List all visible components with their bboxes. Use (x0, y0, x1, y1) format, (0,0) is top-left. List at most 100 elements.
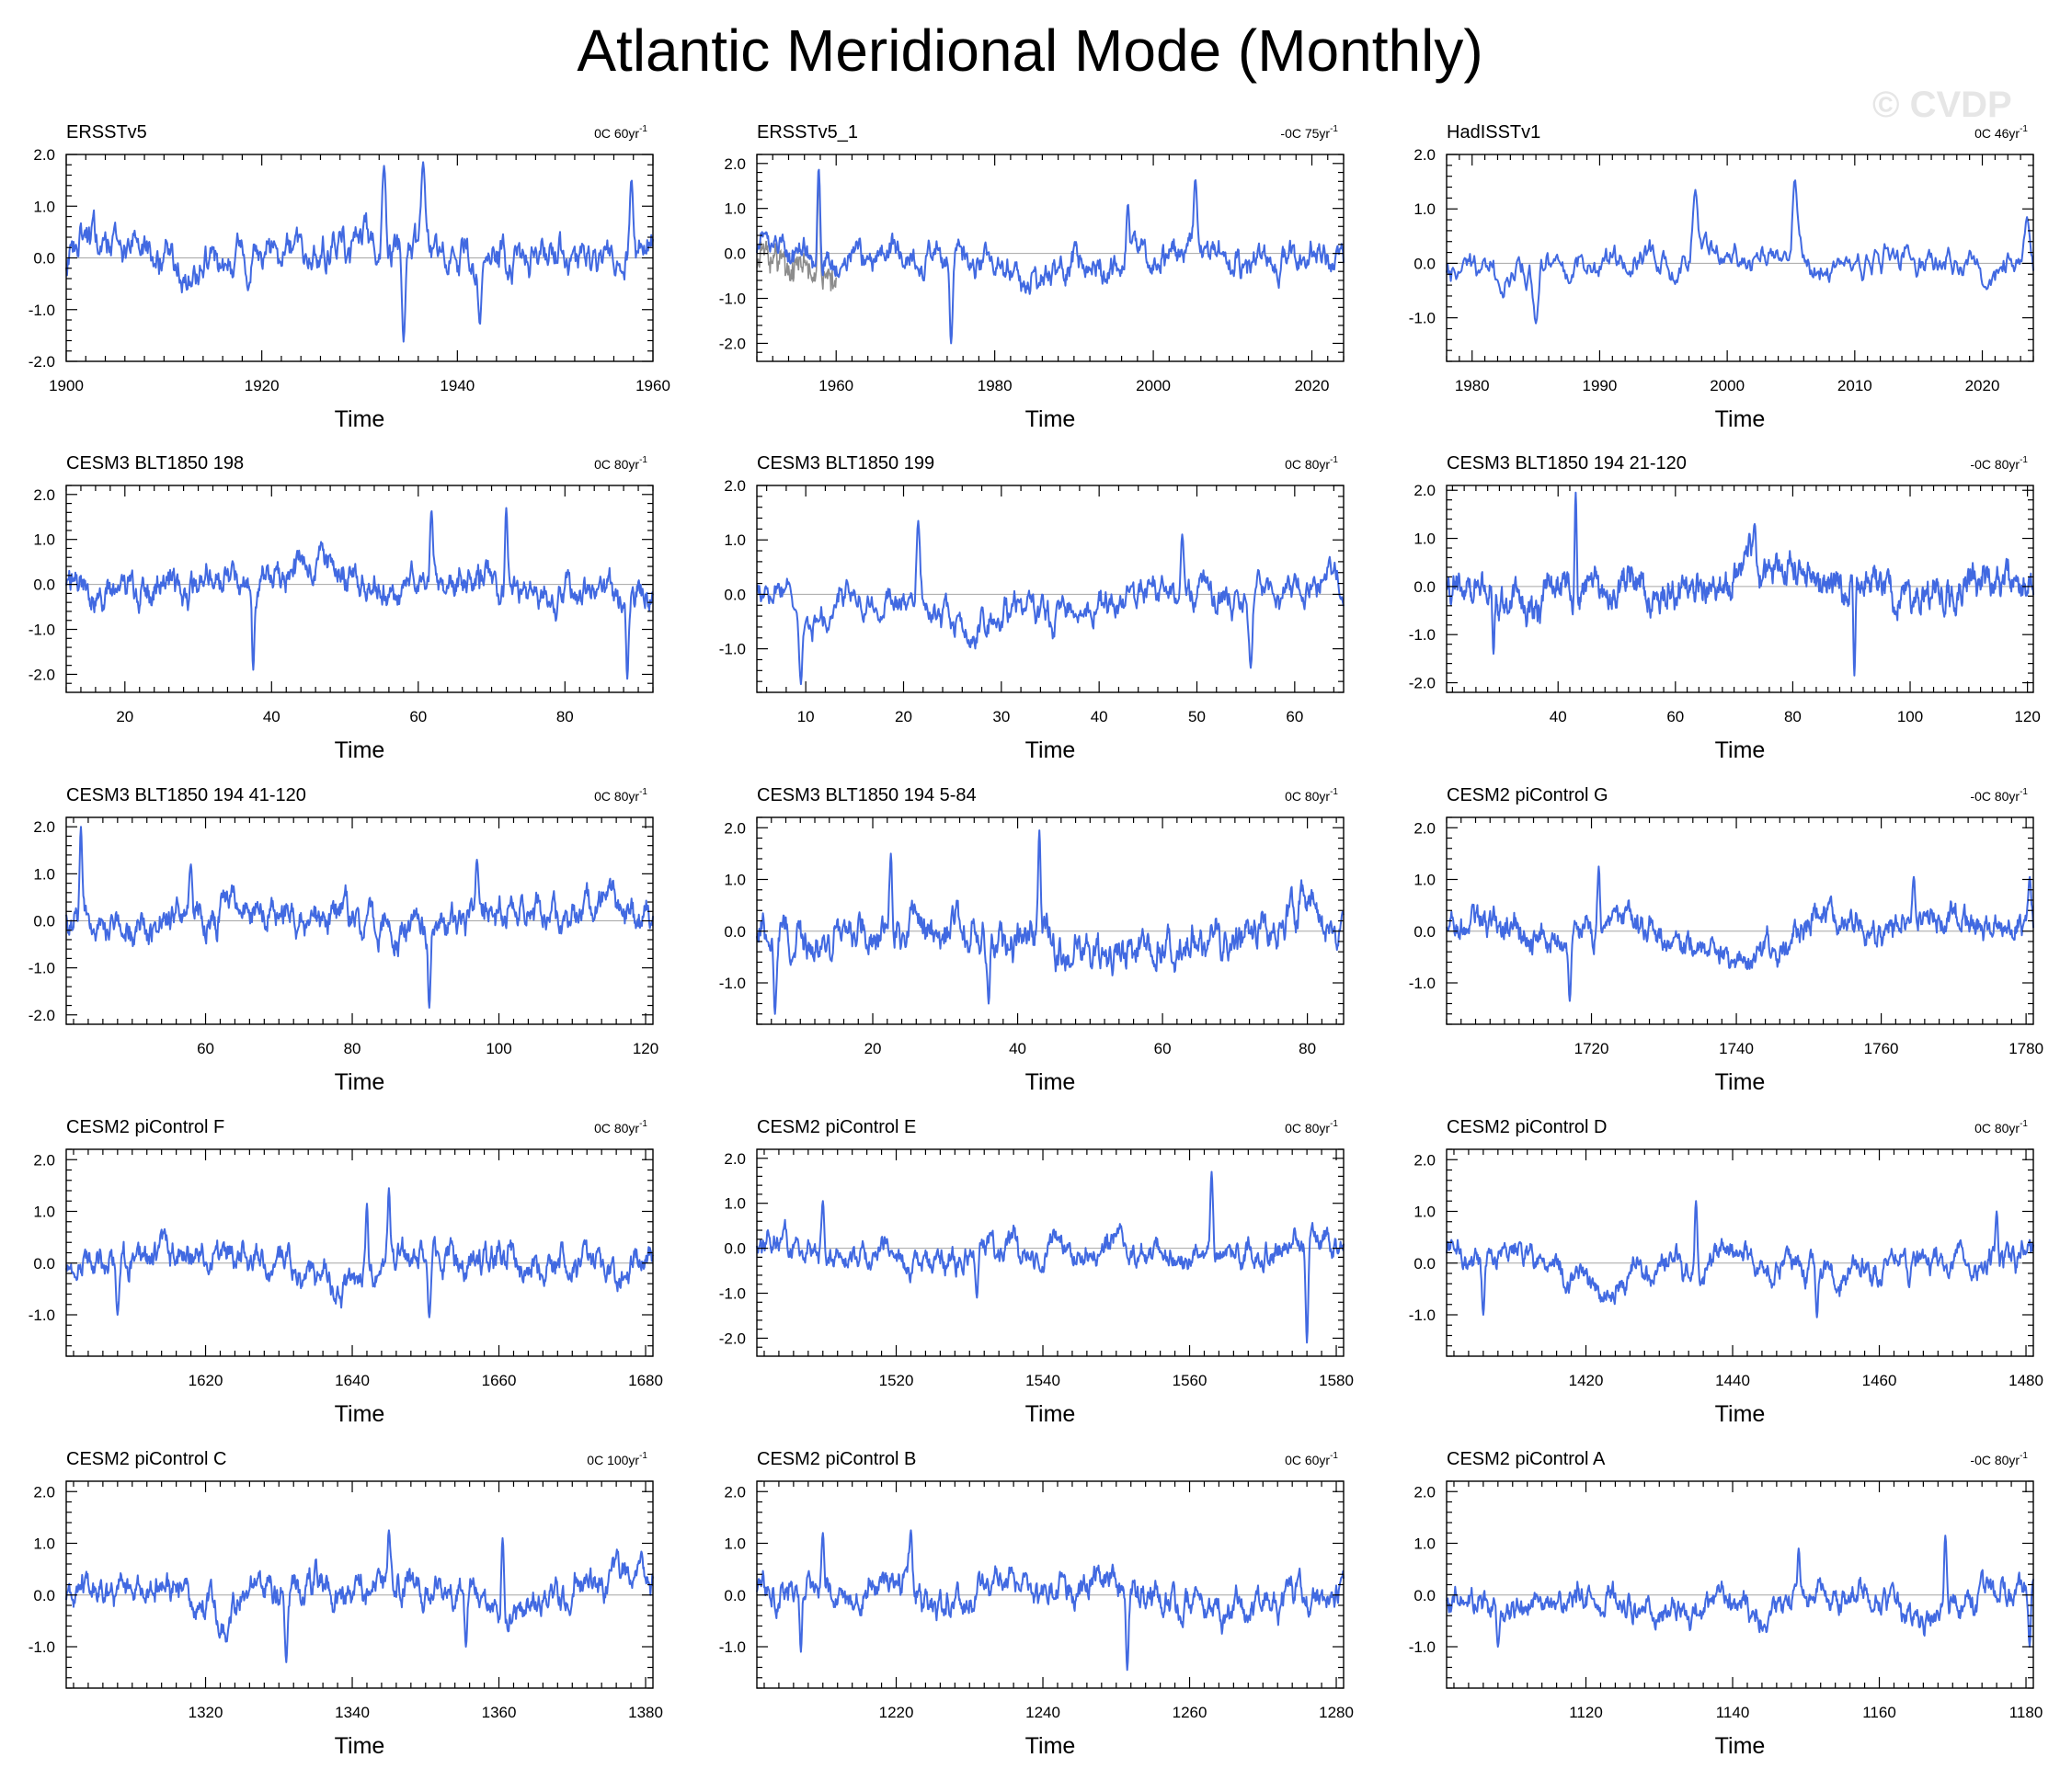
x-tick-label: 2000 (1710, 377, 1745, 394)
y-tick-label: 1.0 (1413, 1535, 1436, 1553)
chart-panel: CESM2 piControl G -0C 80yr-1 -1.0 0.0 1.0 2.0… (1409, 785, 2043, 1095)
y-tick-label: 1.0 (1413, 531, 1436, 548)
x-axis-label: Time (1025, 1401, 1076, 1427)
chart-title: CESM3 BLT1850 194 21-120 (1447, 453, 1687, 474)
series-line (65, 1187, 654, 1318)
x-tick-label: 20 (895, 708, 912, 725)
x-tick-label: 80 (556, 708, 574, 725)
y-tick-label: 0.0 (33, 576, 55, 594)
page-title: Atlantic Meridional Mode (Monthly) (577, 17, 1483, 84)
series-line (1446, 179, 2034, 325)
y-tick-label: -1.0 (1409, 626, 1436, 644)
y-tick-label: 2.0 (724, 1483, 746, 1501)
x-axis-label: Time (1025, 406, 1076, 432)
x-tick-label: 1260 (1173, 1704, 1207, 1721)
x-tick-label: 20 (116, 708, 133, 725)
y-tick-label: 1.0 (33, 865, 55, 883)
x-tick-label: 1920 (245, 377, 280, 394)
x-tick-label: 60 (1666, 708, 1684, 725)
x-tick-label: 1720 (1574, 1040, 1609, 1057)
x-axis-label: Time (335, 737, 385, 763)
trend-label: 0C 80yr-1 (1974, 1119, 2028, 1136)
y-tick-label: -1.0 (29, 622, 55, 639)
chart-panel: CESM3 BLT1850 194 21-120 -0C 80yr-1 -2.0 -1… (1409, 453, 2041, 763)
chart-panel: CESM3 BLT1850 199 0C 80yr-1 -1.0 0.0 1.0 2.0 1… (719, 453, 1345, 763)
x-tick-label: 20 (864, 1040, 882, 1057)
x-tick-label: 60 (197, 1040, 214, 1057)
y-tick-label: -1.0 (719, 1285, 746, 1303)
x-tick-label: 1360 (482, 1704, 517, 1721)
y-tick-label: -1.0 (719, 291, 746, 308)
y-tick-label: 0.0 (1413, 578, 1436, 596)
chart-title: ERSSTv5 (66, 122, 147, 143)
chart-panel: CESM2 piControl B 0C 60yr-1 -1.0 0.0 1.0 2.0 1… (719, 1449, 1354, 1759)
trend-label: 0C 60yr-1 (1285, 1451, 1338, 1467)
x-tick-label: 1900 (49, 377, 84, 394)
y-tick-label: 2.0 (1413, 146, 1436, 164)
x-axis-label: Time (1715, 737, 1766, 763)
x-tick-label: 1780 (2008, 1040, 2043, 1057)
chart-panel: CESM2 piControl D 0C 80yr-1 -1.0 0.0 1.0 2.0 1… (1409, 1117, 2043, 1427)
y-tick-label: 0.0 (33, 250, 55, 268)
trend-exponent: -1 (639, 1119, 647, 1129)
series-line (1446, 1200, 2034, 1318)
y-tick-label: 0.0 (33, 913, 55, 930)
plot-frame (756, 154, 1345, 362)
x-tick-label: 40 (263, 708, 280, 725)
y-tick-label: 2.0 (724, 477, 746, 495)
trend-exponent: -1 (2020, 455, 2028, 465)
x-axis-label: Time (1025, 1733, 1076, 1759)
series-line (65, 826, 654, 1010)
trend-exponent: -1 (2020, 1119, 2028, 1129)
y-tick-label: 1.0 (724, 872, 746, 889)
series-spread-line (756, 179, 837, 291)
x-axis-label: Time (335, 406, 385, 432)
x-tick-label: 1180 (2009, 1704, 2043, 1721)
chart-title: CESM2 piControl C (66, 1449, 227, 1469)
chart-panel: CESM2 piControl F 0C 80yr-1 -1.0 0.0 1.0 2.0 1… (29, 1117, 663, 1427)
y-tick-label: 1.0 (724, 1535, 746, 1553)
x-tick-label: 1440 (1715, 1372, 1750, 1389)
y-tick-label: 1.0 (724, 531, 746, 549)
chart-panel: HadISSTv1 0C 46yr-1 -1.0 0.0 1.0 2.0 1980 1990 2… (1409, 122, 2034, 432)
y-tick-label: 2.0 (724, 1150, 746, 1168)
y-tick-label: -2.0 (1409, 675, 1436, 692)
trend-label: 0C 80yr-1 (594, 455, 647, 472)
y-tick-label: -1.0 (29, 960, 55, 977)
y-tick-label: 0.0 (724, 923, 746, 941)
y-tick-label: -1.0 (29, 1638, 55, 1656)
trend-exponent: -1 (1330, 1451, 1338, 1461)
y-tick-label: 1.0 (33, 1204, 55, 1221)
y-tick-label: 1.0 (724, 200, 746, 218)
y-tick-label: -1.0 (1409, 1307, 1436, 1324)
x-tick-label: 100 (486, 1040, 511, 1057)
x-tick-label: 1660 (482, 1372, 517, 1389)
series-line (756, 168, 1345, 345)
y-tick-label: 1.0 (1413, 1204, 1436, 1221)
y-tick-label: -1.0 (719, 1638, 746, 1656)
x-tick-label: 10 (797, 708, 815, 725)
x-tick-label: 30 (992, 708, 1010, 725)
trend-label: 0C 60yr-1 (594, 124, 647, 141)
x-axis-label: Time (335, 1733, 385, 1759)
chart-title: CESM3 BLT1850 194 41-120 (66, 785, 306, 805)
x-tick-label: 50 (1188, 708, 1206, 725)
chart-title: CESM2 piControl E (757, 1117, 916, 1137)
x-tick-label: 40 (1009, 1040, 1026, 1057)
x-tick-label: 1480 (2008, 1372, 2043, 1389)
x-tick-label: 1560 (1173, 1372, 1207, 1389)
trend-label: 0C 100yr-1 (587, 1451, 647, 1467)
x-tick-label: 1240 (1025, 1704, 1060, 1721)
y-tick-label: -1.0 (1409, 1638, 1436, 1656)
trend-label: 0C 46yr-1 (1974, 124, 2028, 141)
y-tick-label: -2.0 (29, 666, 55, 683)
series-line (65, 507, 654, 680)
trend-exponent: -1 (639, 1451, 647, 1461)
trend-label: -0C 80yr-1 (1970, 1451, 2028, 1467)
x-tick-label: 1340 (335, 1704, 370, 1721)
y-tick-label: 1.0 (33, 1535, 55, 1553)
chart-panel: CESM3 BLT1850 198 0C 80yr-1 -2.0 -1.0 0.0 1.0… (29, 453, 654, 763)
trend-label: 0C 80yr-1 (1285, 455, 1338, 472)
x-tick-label: 1140 (1716, 1704, 1750, 1721)
trend-label: -0C 75yr-1 (1280, 124, 1338, 141)
